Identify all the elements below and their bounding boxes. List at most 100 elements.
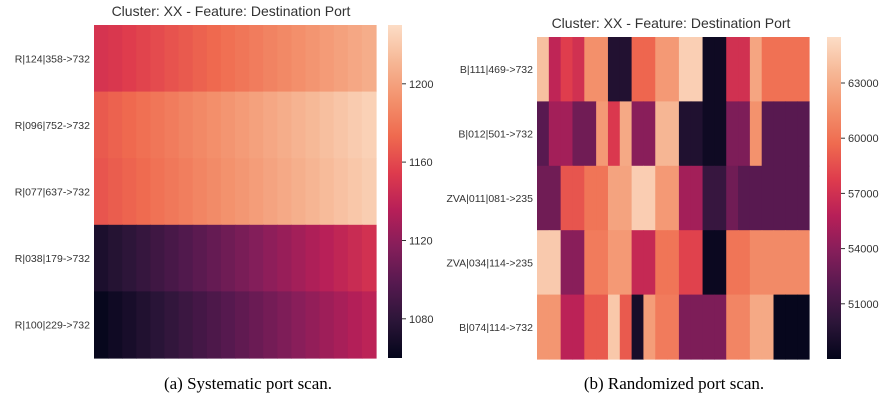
heatmap-cell (749, 294, 763, 360)
panel-b-title: Cluster: XX - Feature: Destination Port (552, 15, 791, 31)
heatmap-cell (714, 294, 727, 360)
heatmap-cell (94, 291, 109, 359)
heatmap-cell (738, 294, 751, 360)
heatmap-cell (108, 25, 123, 93)
heatmap-cell (220, 291, 236, 359)
heatmap-cell (122, 291, 137, 359)
caption-a: (a) Systematic port scan. (164, 374, 332, 393)
heatmap-cell (192, 291, 208, 359)
heatmap-cell (643, 37, 656, 102)
heatmap-cell (643, 230, 656, 296)
panel-b-colorbar-ticks: 51000 54000 57000 60000 63000 (841, 78, 879, 311)
heatmap-cell (206, 224, 222, 292)
heatmap-cell (726, 165, 739, 231)
heatmap-cell (347, 224, 363, 292)
heatmap-cell (319, 158, 335, 226)
heatmap-cell (108, 158, 123, 226)
heatmap-cell (749, 101, 763, 167)
heatmap-cell (655, 37, 668, 102)
heatmap-cell (164, 291, 180, 359)
heatmap-cell (548, 230, 562, 296)
heatmap-cell (220, 25, 236, 93)
heatmap-cell (785, 37, 798, 102)
heatmap-cell (537, 101, 550, 167)
heatmap-cell (277, 25, 292, 93)
heatmap-cell (206, 291, 222, 359)
heatmap-cell (319, 91, 335, 159)
panel-a-row-labels: R|124|358->732 R|096|752->732 R|077|637->7… (15, 53, 90, 331)
heatmap-cell (235, 158, 250, 226)
heatmap-cell (773, 165, 786, 231)
heatmap-cell (596, 165, 609, 231)
heatmap-cell (333, 158, 349, 226)
heatmap-cell (607, 294, 621, 360)
heatmap-cell (726, 230, 739, 296)
heatmap-cell (714, 37, 727, 102)
heatmap-cell (607, 230, 621, 296)
heatmap-cell (164, 91, 180, 159)
heatmap-cell (560, 230, 574, 296)
heatmap-cell (291, 224, 307, 292)
heatmap-cell (761, 165, 775, 231)
heatmap-cell (655, 230, 668, 296)
panel-a-colorbar-ticks: 1080 1120 1160 1200 (402, 79, 433, 326)
heatmap-cell (702, 165, 715, 231)
heatmap-cell (361, 91, 377, 159)
colorbar-tick-label: 1200 (409, 79, 433, 91)
heatmap-cell (678, 165, 692, 231)
heatmap-cell (560, 294, 574, 360)
heatmap-cell (206, 25, 222, 93)
heatmap-cell (249, 25, 264, 93)
heatmap-cell (584, 294, 597, 360)
row-label: R|124|358->732 (15, 53, 90, 65)
heatmap-cell (263, 158, 278, 226)
heatmap-cell (596, 101, 609, 167)
heatmap-cell (178, 291, 194, 359)
heatmap-cell (122, 158, 137, 226)
panel-b-colorbar (827, 37, 841, 359)
heatmap-cell (714, 101, 727, 167)
heatmap-cell (319, 224, 335, 292)
heatmap-cell (738, 37, 751, 102)
heatmap-cell (560, 101, 574, 167)
panel-b-row-labels: B|111|469->732 B|012|501->732 ZVA|011|081-… (446, 64, 533, 334)
heatmap-cell (291, 25, 307, 93)
heatmap-cell (596, 230, 609, 296)
heatmap-cell (773, 294, 786, 360)
heatmap-cell (643, 101, 656, 167)
heatmap-cell (291, 158, 307, 226)
colorbar-tick-label: 54000 (848, 244, 879, 256)
heatmap-cell (333, 25, 349, 93)
row-label: R|096|752->732 (15, 120, 90, 132)
heatmap-cell (773, 101, 786, 167)
heatmap-cell (537, 230, 550, 296)
heatmap-cell (619, 101, 633, 167)
heatmap-cell (319, 25, 335, 93)
heatmap-cell (164, 158, 180, 226)
heatmap-cell (761, 101, 775, 167)
heatmap-cell (667, 294, 680, 360)
heatmap-cell (655, 165, 668, 231)
heatmap-cell (690, 37, 704, 102)
colorbar-tick-label: 1160 (409, 157, 433, 169)
panel-b-heatmap (537, 37, 810, 360)
panel-a-heatmap (94, 25, 377, 359)
panel-b: Cluster: XX - Feature: Destination Port … (446, 15, 879, 360)
heatmap-cell (678, 37, 692, 102)
row-label: R|100|229->732 (15, 320, 90, 332)
heatmap-cell (305, 25, 321, 93)
colorbar-tick-label: 60000 (848, 133, 879, 145)
heatmap-cell (690, 294, 704, 360)
panel-a: Cluster: XX - Feature: Destination Port … (15, 3, 433, 359)
heatmap-cell (726, 101, 739, 167)
heatmap-cell (291, 291, 307, 359)
heatmap-cell (738, 230, 751, 296)
heatmap-cell (797, 294, 810, 360)
row-label: B|111|469->732 (460, 64, 533, 76)
heatmap-cell (667, 101, 680, 167)
heatmap-cell (108, 291, 123, 359)
heatmap-cell (277, 91, 292, 159)
heatmap-cell (631, 37, 645, 102)
heatmap-cell (690, 101, 704, 167)
